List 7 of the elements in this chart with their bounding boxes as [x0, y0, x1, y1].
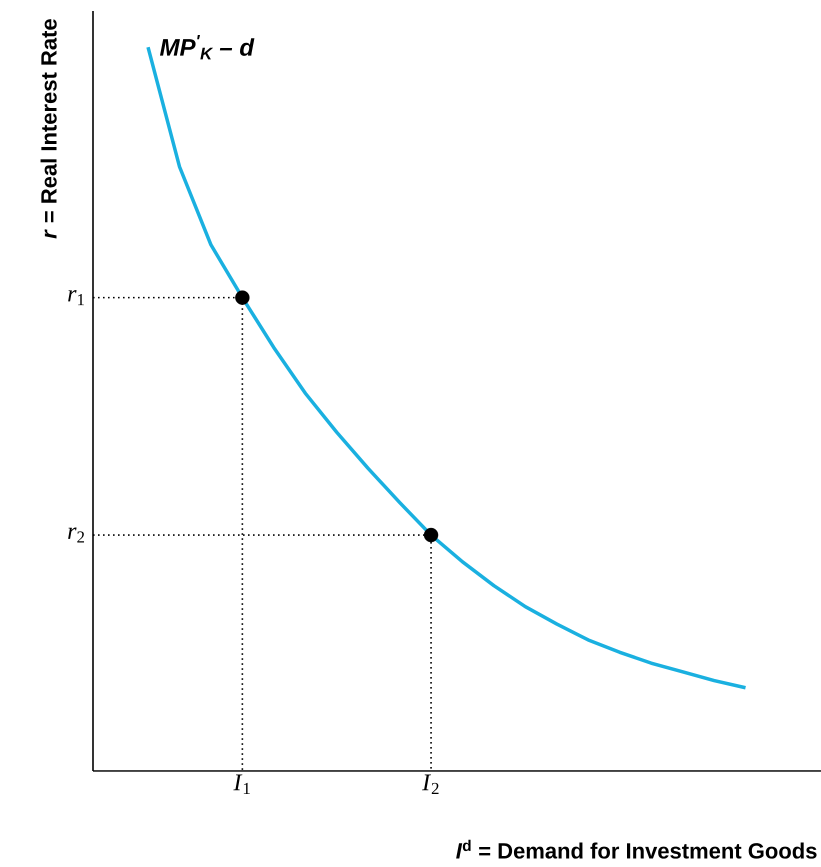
- text: r$_{2}$: [68, 528, 84, 543]
- y-axis-title: r = Real Interest Rate: [40, 19, 57, 238]
- x-tick-label: I$_{2}$: [422, 774, 439, 794]
- x-axis-title: I$^{d}$ = Demand for Investment Goods: [456, 840, 817, 859]
- text: r$_{1}$: [68, 290, 84, 306]
- x-tick-label: I$_{1}$: [233, 774, 250, 794]
- annotation: MP$^{'}$$_{K}$ – d: [160, 35, 254, 60]
